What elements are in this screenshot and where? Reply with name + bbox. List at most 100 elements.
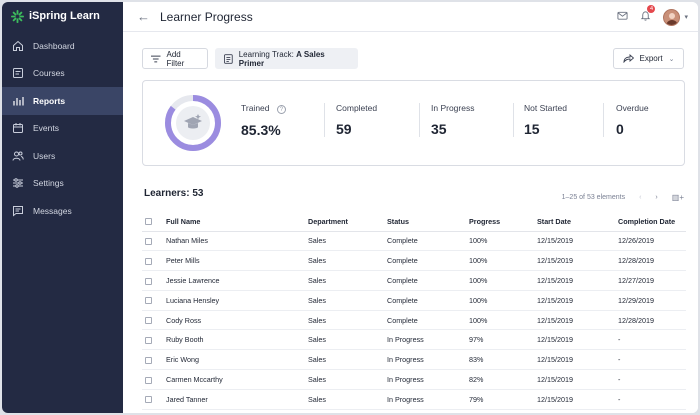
status-cell: In Progress (387, 329, 469, 351)
notifications-button[interactable]: 4 (640, 5, 656, 26)
department-cell: Sales (308, 329, 387, 351)
stat-in-progress: In Progress 35 (431, 103, 475, 137)
stat-trained: Trained ? 85.3% (241, 103, 286, 138)
table-row[interactable]: Luciana Hensley Sales Complete 100% 12/15/20… (142, 290, 686, 311)
sidebar-item-users[interactable]: Users (2, 142, 123, 170)
start-date-cell: 12/15/2019 (537, 270, 618, 291)
row-checkbox[interactable] (145, 297, 152, 305)
table-row[interactable]: Cody Ross Sales Complete 100% 12/15/2019 12/2… (142, 310, 686, 331)
table-header-row: Full Name Department Status Progress Sta… (142, 212, 686, 232)
stat-not-started: Not Started 15 (524, 103, 567, 137)
start-date-cell: 12/15/2019 (537, 250, 618, 272)
start-date-cell: 12/15/2019 (537, 349, 618, 371)
back-arrow-icon[interactable]: ← (137, 9, 150, 24)
learners-count: Learners: 53 (144, 188, 204, 199)
row-checkbox[interactable] (145, 336, 152, 344)
column-header[interactable]: Status (387, 212, 469, 232)
header: ← Learner Progress (123, 2, 698, 32)
sidebar-item-reports[interactable]: Reports (2, 87, 123, 115)
sidebar-item-messages[interactable]: Messages (2, 197, 123, 225)
column-header[interactable]: Progress (469, 212, 537, 232)
graduation-cap-icon (184, 114, 202, 129)
start-date-cell: 12/15/2019 (537, 369, 618, 390)
sidebar-item-events[interactable]: Events (2, 115, 123, 143)
department-cell: Sales (308, 389, 387, 410)
progress-cell: 100% (469, 290, 537, 311)
column-header[interactable]: Completion Date (618, 212, 686, 232)
department-cell: Sales (308, 349, 387, 371)
table-row[interactable]: Carmen Mccarthy Sales In Progress 82% 12/15/… (142, 369, 686, 390)
app-name: iSpring Learn (29, 10, 100, 22)
brand[interactable]: iSpring Learn (2, 2, 123, 30)
progress-cell: 97% (469, 329, 537, 351)
row-checkbox[interactable] (145, 257, 152, 265)
row-checkbox[interactable] (145, 396, 152, 404)
start-date-cell: 12/15/2019 (537, 290, 618, 311)
table-row[interactable]: Peter Mills Sales Complete 100% 12/15/2019 12… (142, 250, 686, 272)
full-name-cell: Peter Mills (166, 250, 308, 272)
select-all-checkbox[interactable] (145, 218, 152, 226)
notification-badge: 4 (647, 5, 656, 13)
start-date-cell: 12/15/2019 (537, 389, 618, 410)
divider (603, 103, 604, 137)
learners-table: Full Name Department Status Progress Sta… (142, 212, 686, 410)
progress-cell: 83% (469, 349, 537, 371)
bell-icon (641, 11, 651, 21)
status-cell: Complete (387, 231, 469, 252)
settings-icon (11, 176, 25, 190)
table-row[interactable]: Jessie Lawrence Sales Complete 100% 12/15/20… (142, 270, 686, 291)
full-name-cell: Luciana Hensley (166, 290, 308, 311)
stat-completed: Completed 59 (336, 103, 378, 137)
info-icon[interactable]: ? (276, 105, 286, 114)
next-page-icon[interactable]: › (655, 194, 658, 201)
progress-cell: 79% (469, 389, 537, 410)
completion-date-cell: - (618, 369, 686, 390)
completion-date-cell: 12/27/2019 (618, 270, 686, 291)
stats-panel: Trained ? 85.3% Completed 59 In Progress… (142, 80, 685, 166)
status-cell: Complete (387, 270, 469, 291)
full-name-cell: Eric Wong (166, 349, 308, 371)
table-row[interactable]: Eric Wong Sales In Progress 83% 12/15/2019- (142, 349, 686, 371)
column-header[interactable]: Department (308, 212, 387, 232)
chevron-down-icon: ⌄ (668, 55, 675, 63)
share-icon (623, 54, 634, 63)
table-row[interactable]: Jared Tanner Sales In Progress 79% 12/15/201… (142, 389, 686, 410)
sidebar-item-settings[interactable]: Settings (2, 170, 123, 198)
messages-icon (11, 204, 25, 218)
trained-progress-ring (165, 95, 221, 151)
row-checkbox[interactable] (145, 317, 152, 325)
users-icon (11, 149, 25, 163)
pagination: 1–25 of 53 elements ‹ › ▥+ (562, 193, 684, 202)
prev-page-icon[interactable]: ‹ (639, 194, 642, 201)
column-header[interactable]: Full Name (166, 212, 308, 232)
calendar-icon (11, 121, 25, 135)
row-checkbox[interactable] (145, 237, 152, 245)
start-date-cell: 12/15/2019 (537, 310, 618, 331)
column-header[interactable]: Start Date (537, 212, 618, 232)
divider (324, 103, 325, 137)
sidebar-item-dashboard[interactable]: Dashboard (2, 32, 123, 60)
learning-track-chip[interactable]: Learning Track: A Sales Primer (215, 48, 358, 69)
table-row[interactable]: Ruby Booth Sales In Progress 97% 12/15/2019- (142, 329, 686, 351)
completion-date-cell: 12/26/2019 (618, 231, 686, 252)
table-row[interactable]: Nathan Miles Sales Complete 100% 12/15/2019 1… (142, 231, 686, 252)
full-name-cell: Jared Tanner (166, 389, 308, 410)
home-icon (11, 39, 25, 53)
row-checkbox[interactable] (145, 356, 152, 364)
export-button[interactable]: Export ⌄ (613, 48, 684, 69)
chevron-down-icon[interactable]: ▾ (684, 14, 688, 21)
completion-date-cell: - (618, 389, 686, 410)
row-checkbox[interactable] (145, 376, 152, 384)
row-checkbox[interactable] (145, 277, 152, 285)
columns-toggle-icon[interactable]: ▥+ (671, 193, 684, 202)
track-label: Learning Track: A Sales Primer (238, 49, 325, 68)
avatar[interactable] (663, 8, 681, 26)
main-content: ← Learner Progress 4 ▾ Add Filter Learni… (123, 2, 698, 413)
mail-icon[interactable] (617, 8, 629, 26)
sidebar-item-courses[interactable]: Courses (2, 60, 123, 88)
add-filter-button[interactable]: Add Filter (142, 48, 208, 69)
document-icon (224, 53, 233, 64)
full-name-cell: Jessie Lawrence (166, 270, 308, 291)
page-title: Learner Progress (160, 9, 253, 24)
